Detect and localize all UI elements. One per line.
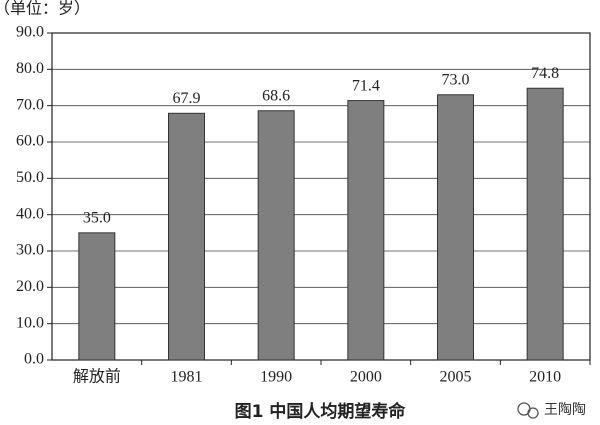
x-tick-label: 2010 — [529, 369, 561, 386]
value-label: 71.4 — [352, 77, 380, 94]
bar — [526, 87, 564, 361]
bar — [437, 94, 474, 361]
y-tick-label: 70.0 — [16, 96, 44, 113]
bar — [78, 232, 116, 361]
bar — [347, 100, 385, 361]
x-tick-label: 2005 — [440, 369, 472, 386]
watermark: 王陶陶 — [544, 402, 586, 418]
unit-label: （单位：岁） — [0, 0, 90, 18]
y-tick-label: 20.0 — [16, 278, 44, 295]
y-tick-label: 0.0 — [24, 351, 44, 368]
plot-border — [51, 32, 591, 361]
y-tick-label: 80.0 — [16, 60, 44, 77]
value-label: 74.8 — [531, 65, 559, 82]
value-label: 73.0 — [442, 71, 470, 88]
bar — [168, 112, 205, 361]
y-tick-label: 30.0 — [16, 242, 44, 259]
x-tick-label: 1990 — [260, 369, 292, 386]
x-tick-label: 解放前 — [73, 368, 121, 386]
x-tick-label: 2000 — [350, 369, 382, 386]
y-tick-label: 10.0 — [16, 314, 44, 331]
y-tick-label: 90.0 — [16, 24, 44, 41]
chart-title: 图1 中国人均期望寿命 — [235, 401, 407, 422]
x-tick-label: 1981 — [171, 369, 203, 386]
y-tick-label: 40.0 — [16, 205, 44, 222]
bar — [257, 110, 295, 361]
value-label: 68.6 — [262, 87, 290, 104]
y-tick-label: 50.0 — [16, 169, 44, 186]
value-label: 67.9 — [173, 90, 201, 107]
watermark-icon — [517, 402, 539, 419]
value-label: 35.0 — [83, 210, 111, 227]
y-tick-label: 60.0 — [16, 133, 44, 150]
